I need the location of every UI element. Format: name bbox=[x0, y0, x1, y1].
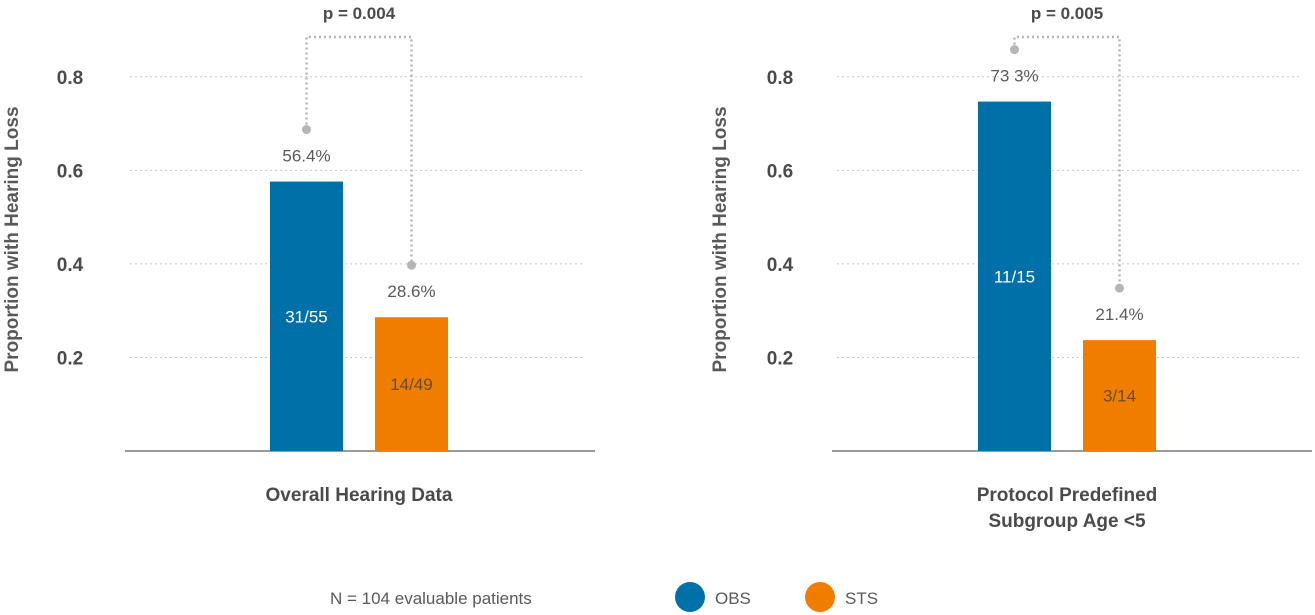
chart-panel-2: 0.2 0.4 0.6 0.8 Proportion with Hearing Loss… bbox=[710, 4, 1312, 532]
bracket-dot bbox=[1115, 283, 1124, 293]
bar-sts bbox=[1083, 340, 1156, 451]
data-label-fraction: 11/15 bbox=[994, 267, 1035, 286]
data-label-fraction: 31/55 bbox=[285, 307, 328, 326]
bracket-dot bbox=[1010, 45, 1019, 55]
legend-label-sts: STS bbox=[845, 589, 878, 608]
y-axis-label: Proportion with Hearing Loss bbox=[2, 106, 23, 372]
y-tick-label: 0.8 bbox=[767, 68, 793, 89]
legend: OBS STS bbox=[675, 582, 878, 612]
data-label-percent: 73 3% bbox=[990, 67, 1038, 86]
footnote: N = 104 evaluable patients bbox=[330, 589, 532, 608]
x-axis-label: Overall Hearing Data bbox=[266, 485, 453, 506]
y-tick-label: 0.2 bbox=[767, 348, 793, 369]
significance-bracket bbox=[302, 35, 416, 270]
data-label-fraction: 3/14 bbox=[1103, 387, 1136, 406]
data-label-fraction: 14/49 bbox=[390, 375, 433, 394]
bracket-line bbox=[305, 35, 413, 266]
p-value-label: p = 0.005 bbox=[1031, 4, 1103, 23]
y-tick-label: 0.2 bbox=[57, 348, 83, 369]
legend-swatch-sts bbox=[805, 582, 835, 612]
x-axis-label: Subgroup Age <5 bbox=[988, 511, 1146, 532]
data-label-percent: 56.4% bbox=[282, 147, 330, 166]
bracket-line bbox=[1013, 35, 1121, 289]
chart-panel-1: 0.2 0.4 0.6 0.8 Proportion with Hearing Loss… bbox=[2, 4, 595, 506]
bracket-dot bbox=[407, 260, 416, 270]
legend-swatch-obs bbox=[675, 582, 705, 612]
bar-obs bbox=[978, 101, 1051, 451]
y-tick-label: 0.6 bbox=[767, 161, 793, 182]
legend-label-obs: OBS bbox=[715, 589, 751, 608]
bracket-dot bbox=[302, 125, 311, 135]
y-tick-label: 0.4 bbox=[767, 255, 794, 276]
significance-bracket bbox=[1010, 35, 1124, 293]
bar-sts bbox=[375, 317, 448, 451]
x-axis-label: Protocol Predefined bbox=[977, 485, 1158, 506]
y-tick-label: 0.4 bbox=[57, 255, 84, 276]
p-value-label: p = 0.004 bbox=[323, 4, 396, 23]
data-label-percent: 21.4% bbox=[1095, 305, 1143, 324]
y-tick-label: 0.8 bbox=[57, 68, 83, 89]
y-tick-label: 0.6 bbox=[57, 161, 83, 182]
bar-obs bbox=[270, 181, 343, 451]
data-label-percent: 28.6% bbox=[387, 282, 435, 301]
y-axis-label: Proportion with Hearing Loss bbox=[710, 106, 731, 372]
